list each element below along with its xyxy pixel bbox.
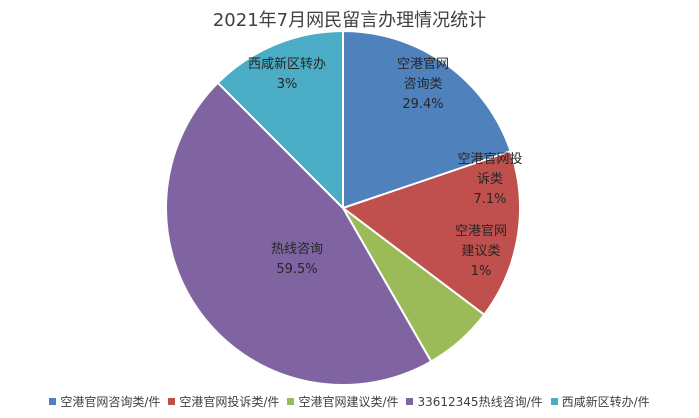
legend-swatch-3 <box>287 398 295 405</box>
slice-label-5-line-2: 3% <box>277 77 298 92</box>
legend-item-4: 33612345热线咨询/件 <box>406 393 543 410</box>
slice-label-1-line-3: 29.4% <box>402 97 443 112</box>
slice-label-1-line-1: 空港官网 <box>397 56 449 72</box>
legend-label-5: 西咸新区转办/件 <box>561 395 650 409</box>
pie-slice-2 <box>340 149 521 317</box>
slice-label-1-line-2: 咨询类 <box>403 77 442 92</box>
legend-item-5: 西咸新区转办/件 <box>550 393 650 410</box>
legend-label-4: 33612345热线咨询/件 <box>417 395 543 409</box>
legend-label-2: 空港官网投诉类/件 <box>179 395 280 409</box>
slice-label-2-line-1: 空港官网投 <box>457 151 522 167</box>
slice-label-5-line-1: 西咸新区转办 <box>248 56 326 72</box>
slice-label-2-line-2: 诉类 <box>477 172 503 187</box>
slice-label-4-line-2: 59.5% <box>276 262 317 277</box>
slice-label-3-line-3: 1% <box>471 264 492 279</box>
pie-slice-4 <box>165 81 433 386</box>
legend-swatch-1 <box>49 398 57 405</box>
slice-label-3-line-2: 建议类 <box>461 244 500 259</box>
pie-slice-5 <box>216 29 344 211</box>
legend-swatch-5 <box>550 398 558 405</box>
legend-swatch-4 <box>406 398 414 405</box>
legend: 空港官网咨询类/件 空港官网投诉类/件 空港官网建议类/件 33612345热线咨询/… <box>0 393 699 410</box>
pie-chart: 空港官网咨询类29.4%空港官网投诉类7.1%空港官网建议类1%热线咨询59.5… <box>165 29 523 386</box>
legend-swatch-2 <box>168 398 176 405</box>
pie-slice-1 <box>342 29 512 210</box>
slice-label-4-line-1: 热线咨询 <box>271 242 323 257</box>
legend-label-3: 空港官网建议类/件 <box>298 395 399 409</box>
slice-label-2-line-3: 7.1% <box>473 192 506 207</box>
chart-title: 2021年7月网民留言办理情况统计 <box>212 10 487 31</box>
slice-label-3-line-1: 空港官网 <box>455 223 507 239</box>
legend-item-3: 空港官网建议类/件 <box>287 393 398 410</box>
legend-label-1: 空港官网咨询类/件 <box>60 395 161 409</box>
legend-item-1: 空港官网咨询类/件 <box>49 393 160 410</box>
legend-item-2: 空港官网投诉类/件 <box>168 393 279 410</box>
